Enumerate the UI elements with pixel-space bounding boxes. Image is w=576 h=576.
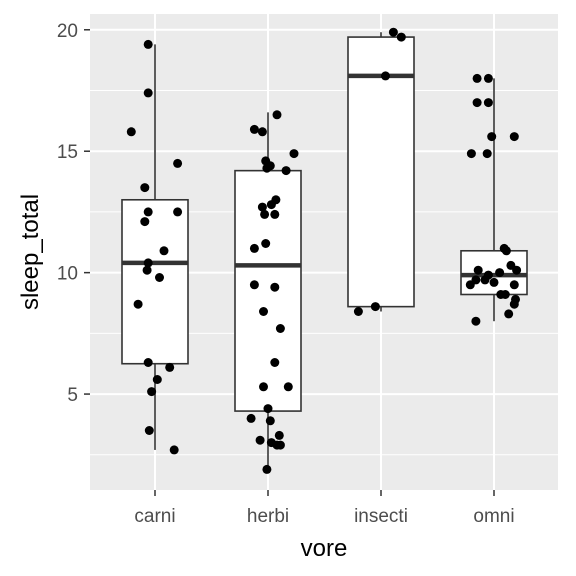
data-point-insecti-52 <box>381 71 390 81</box>
data-point-omni-73 <box>509 280 519 290</box>
data-point-insecti-53 <box>370 302 380 312</box>
iqr-box-insecti <box>347 36 415 308</box>
data-point-omni-57 <box>472 98 482 108</box>
data-point-herbi-49 <box>262 464 272 474</box>
data-point-herbi-45 <box>255 435 265 445</box>
data-point-omni-71 <box>480 275 490 285</box>
data-point-herbi-40 <box>283 382 293 392</box>
data-point-omni-62 <box>482 149 492 159</box>
x-axis-title: vore <box>301 535 348 562</box>
data-point-carni-7 <box>140 217 150 227</box>
data-point-herbi-31 <box>260 209 270 219</box>
data-point-omni-80 <box>471 316 481 326</box>
data-point-carni-4 <box>140 183 150 193</box>
data-point-insecti-50 <box>388 27 398 37</box>
data-point-herbi-35 <box>270 282 280 292</box>
iqr-box-herbi <box>234 169 302 412</box>
data-point-omni-66 <box>473 265 483 275</box>
data-point-herbi-36 <box>259 307 268 316</box>
data-point-carni-0 <box>143 39 153 49</box>
data-point-carni-17 <box>144 426 154 435</box>
iqr-box-carni <box>121 198 189 365</box>
data-point-carni-2 <box>126 127 136 137</box>
data-point-omni-78 <box>509 299 519 309</box>
data-point-omni-59 <box>487 132 497 142</box>
data-point-carni-15 <box>152 375 162 384</box>
y-axis-title: sleep_total <box>17 194 44 310</box>
data-point-herbi-28 <box>257 202 267 212</box>
data-point-omni-79 <box>504 309 514 319</box>
box-insecti <box>347 32 415 312</box>
data-point-omni-68 <box>495 268 505 278</box>
data-point-herbi-25 <box>262 163 272 173</box>
data-point-omni-67 <box>512 265 522 275</box>
box-layer <box>121 32 528 470</box>
data-point-carni-8 <box>159 246 169 256</box>
box-carni <box>121 44 189 450</box>
data-point-carni-5 <box>173 207 183 217</box>
data-point-omni-56 <box>483 73 493 83</box>
data-point-carni-16 <box>147 387 157 397</box>
data-point-herbi-22 <box>289 149 299 159</box>
data-point-carni-9 <box>143 258 153 268</box>
data-point-herbi-39 <box>259 382 268 392</box>
data-point-omni-61 <box>466 149 476 159</box>
data-point-herbi-21 <box>257 127 267 137</box>
data-point-omni-74 <box>465 280 475 290</box>
data-point-insecti-54 <box>353 307 363 316</box>
data-point-carni-1 <box>143 88 153 98</box>
y-tick-label-20: 20 <box>57 21 78 42</box>
data-point-herbi-34 <box>249 280 259 290</box>
data-point-herbi-42 <box>246 413 256 423</box>
box-herbi <box>234 112 302 470</box>
data-point-omni-76 <box>500 290 510 299</box>
data-point-herbi-41 <box>263 404 273 414</box>
data-point-herbi-33 <box>249 243 259 253</box>
data-point-insecti-51 <box>396 32 406 42</box>
data-point-herbi-29 <box>266 200 276 210</box>
data-point-herbi-32 <box>261 239 271 248</box>
data-point-omni-64 <box>501 246 511 256</box>
data-point-herbi-30 <box>270 209 280 219</box>
data-point-omni-72 <box>489 277 499 287</box>
axis-layer: 5 10 15 20 carni herbi insecti omni <box>57 21 515 527</box>
data-point-carni-18 <box>169 445 179 455</box>
data-point-carni-13 <box>143 358 153 367</box>
x-tick-label-insecti: insecti <box>354 506 408 527</box>
y-tick-label-5: 5 <box>67 385 78 406</box>
data-point-carni-10 <box>142 265 152 275</box>
data-point-herbi-37 <box>275 324 285 333</box>
data-point-omni-60 <box>509 132 519 142</box>
data-point-herbi-20 <box>249 124 259 134</box>
data-point-herbi-26 <box>281 166 291 176</box>
data-point-omni-58 <box>483 98 493 108</box>
data-point-carni-6 <box>143 207 153 217</box>
data-point-omni-55 <box>472 73 482 83</box>
data-point-herbi-19 <box>272 110 282 120</box>
data-point-carni-3 <box>173 158 183 168</box>
data-point-herbi-43 <box>265 416 275 426</box>
data-point-carni-11 <box>155 273 164 282</box>
x-tick-label-omni: omni <box>473 506 514 527</box>
data-point-herbi-48 <box>275 440 285 450</box>
data-point-carni-12 <box>133 299 143 309</box>
x-tick-label-carni: carni <box>134 506 175 527</box>
y-tick-label-10: 10 <box>57 264 78 285</box>
x-tick-label-herbi: herbi <box>247 506 289 527</box>
point-layer <box>126 27 522 474</box>
data-point-herbi-44 <box>274 430 284 440</box>
data-point-carni-14 <box>165 362 175 372</box>
y-tick-label-15: 15 <box>57 142 78 163</box>
data-point-herbi-38 <box>270 358 280 367</box>
